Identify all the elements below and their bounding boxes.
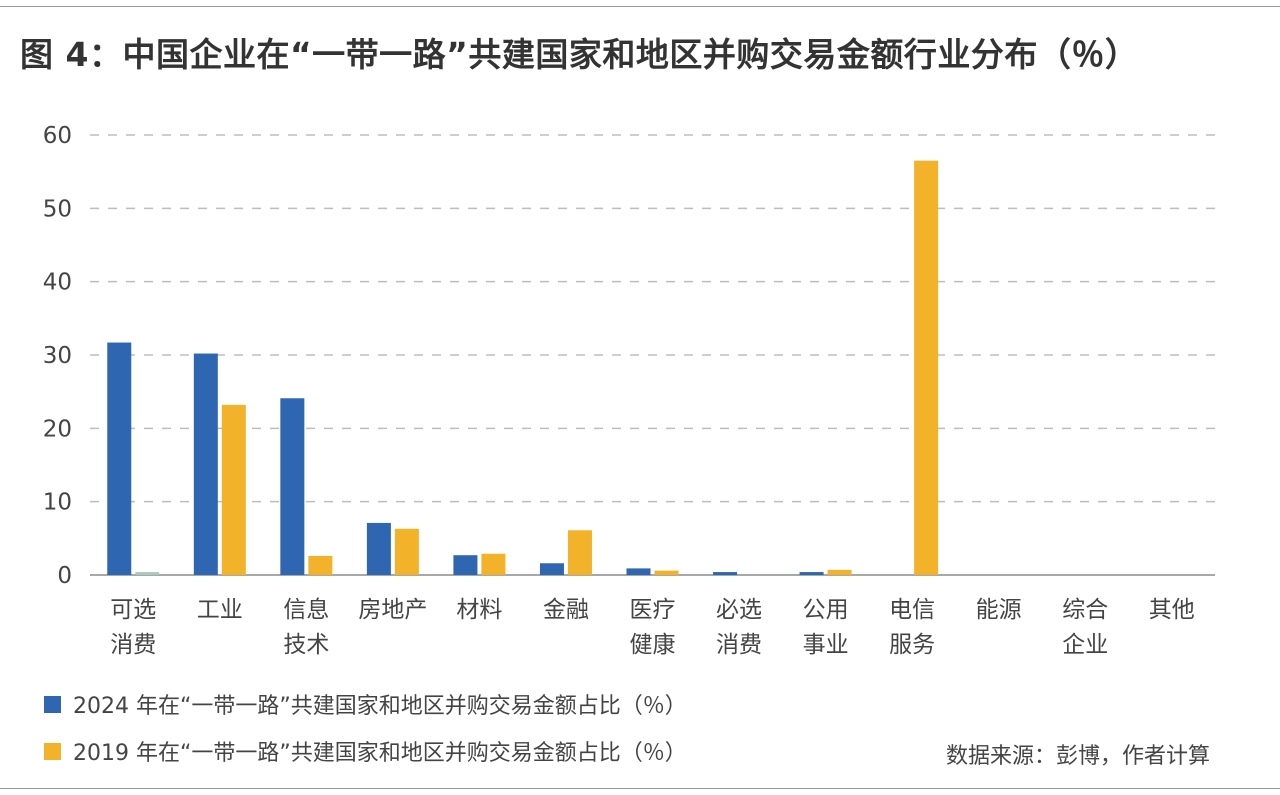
- y-tick-label-40: 40: [43, 270, 72, 296]
- y-tick-label-30: 30: [43, 343, 72, 369]
- bar-2019-2: [308, 555, 333, 575]
- y-tick-label-20: 20: [43, 416, 72, 442]
- bar-2019-1: [221, 404, 246, 575]
- x-tick-label-6-1: 健康: [630, 632, 676, 658]
- x-tick-label-8-0: 公用: [803, 597, 849, 623]
- bar-2019-3: [394, 528, 419, 575]
- chart-title: 图 4：中国企业在“一带一路”共建国家和地区并购交易金额行业分布（％）: [20, 35, 1139, 74]
- bar-2019-9: [914, 160, 939, 575]
- bar-2024-1: [193, 353, 218, 575]
- x-tick-label-3-0: 房地产: [358, 597, 427, 623]
- x-tick-label-4-0: 材料: [456, 597, 502, 623]
- x-tick-label-1-0: 工业: [197, 597, 243, 623]
- bar-2024-0: [107, 342, 132, 575]
- x-tick-label-2-0: 信息: [283, 597, 329, 623]
- bar-2024-3: [366, 522, 391, 575]
- legend-item-2019: 2019 年在“一带一路”共建国家和地区并购交易金额占比（％）: [44, 737, 687, 766]
- x-tick-label-2-1: 技术: [283, 632, 329, 658]
- bar-2019-6: [654, 570, 679, 575]
- bar-2019-8: [827, 569, 852, 575]
- legend-item-2024: 2024 年在“一带一路”共建国家和地区并购交易金额占比（％）: [44, 690, 687, 719]
- legend-label-2024: 2024 年在“一带一路”共建国家和地区并购交易金额占比（％）: [73, 694, 687, 719]
- x-tick-label-5-0: 金融: [543, 597, 589, 623]
- x-tick-label-0-1: 消费: [110, 632, 156, 658]
- y-tick-label-10: 10: [43, 490, 72, 516]
- x-tick-label-9-1: 服务: [889, 632, 935, 658]
- x-tick-label-11-1: 企业: [1062, 632, 1108, 658]
- legend-swatch-2019: [44, 742, 61, 760]
- x-tick-label-11-0: 综合: [1062, 597, 1108, 623]
- x-tick-label-6-0: 医疗: [630, 597, 676, 623]
- x-tick-label-12-0: 其他: [1149, 597, 1195, 623]
- legend-swatch-2024: [44, 695, 61, 713]
- legend-label-2019: 2019 年在“一带一路”共建国家和地区并购交易金额占比（％）: [73, 741, 687, 766]
- top-rule: [0, 6, 1280, 7]
- x-tick-label-10-0: 能源: [976, 597, 1022, 623]
- x-tick-label-8-1: 事业: [803, 632, 849, 658]
- bar-2024-6: [626, 568, 651, 575]
- bar-2019-4: [481, 553, 506, 575]
- bar-2019-5: [567, 530, 592, 575]
- bar-2024-7: [713, 572, 738, 575]
- y-tick-label-0: 0: [57, 563, 72, 589]
- bar-2024-4: [453, 555, 478, 575]
- bar-2024-8: [799, 572, 824, 575]
- bottom-rule: [0, 788, 1280, 789]
- data-source: 数据来源：彭博，作者计算: [945, 744, 1210, 769]
- y-tick-label-60: 60: [43, 123, 72, 149]
- x-tick-label-9-0: 电信: [889, 597, 935, 623]
- x-tick-label-7-1: 消费: [716, 632, 762, 658]
- bar-2024-2: [280, 398, 305, 575]
- bar-2019-0: [135, 572, 160, 575]
- bar-2024-5: [539, 563, 564, 575]
- x-tick-label-0-0: 可选: [110, 597, 156, 623]
- y-tick-label-50: 50: [43, 196, 72, 222]
- x-tick-label-7-0: 必选: [716, 597, 762, 623]
